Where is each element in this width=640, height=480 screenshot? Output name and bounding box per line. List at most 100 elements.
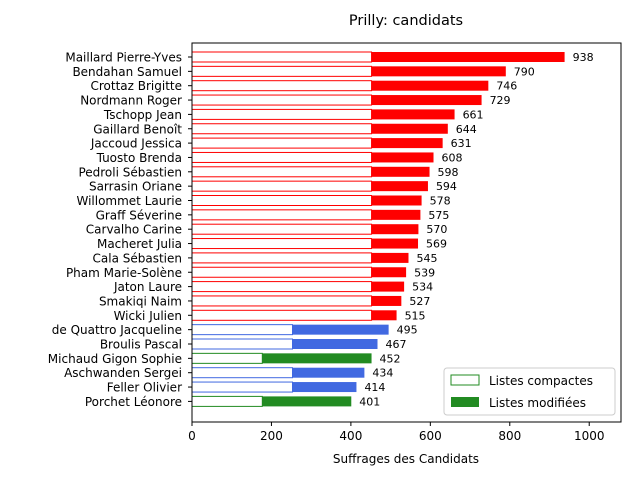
legend-swatch-modified [451, 397, 479, 407]
candidate-name-label: Pham Marie-Solène [66, 266, 182, 280]
bar-compact [191, 266, 373, 278]
bar-compact [191, 252, 373, 264]
candidate-name-label: Feller Olivier [107, 381, 182, 395]
bar-compact [191, 395, 263, 407]
candidate-name-label: Smakiqi Naim [99, 294, 182, 308]
x-axis-label: Suffrages des Candidats [333, 452, 479, 466]
total-value-label: 594 [436, 180, 457, 193]
bar-compact [191, 295, 373, 307]
total-value-label: 434 [372, 367, 393, 380]
bar-modified [371, 281, 405, 292]
x-axis: 0 200 400 600 800 1000 [188, 422, 604, 443]
bar-compact [191, 51, 373, 63]
bar-compact [191, 223, 373, 235]
bar-compact [191, 381, 293, 393]
bar-modified [371, 310, 397, 321]
total-value-label: 495 [397, 324, 418, 337]
total-value-label: 539 [414, 266, 435, 279]
candidate-name-label: Cala Sébastien [93, 251, 182, 265]
bar-modified [292, 339, 378, 349]
candidate-name-label: Jaccoud Jessica [90, 137, 182, 151]
bar-modified [371, 295, 402, 306]
bar-compact [191, 195, 373, 206]
candidate-name-label: Pedroli Sébastien [78, 165, 182, 179]
bar-compact [191, 281, 373, 293]
bar-modified [371, 252, 409, 263]
total-value-label: 790 [514, 65, 535, 78]
total-value-label: 534 [412, 281, 433, 294]
bar-compact [191, 166, 373, 178]
candidate-name-label: Gaillard Benoît [93, 122, 182, 136]
legend-label-modified: Listes modifiées [489, 396, 586, 410]
total-value-label: 631 [451, 137, 472, 150]
candidate-name-label: Jaton Laure [113, 280, 182, 294]
bar-compact [191, 108, 373, 120]
bar-compact [191, 80, 373, 92]
bar-modified [371, 80, 489, 91]
total-value-label: 515 [405, 309, 426, 322]
candidate-name-label: Nordmann Roger [80, 94, 182, 108]
candidate-name-label: de Quattro Jacqueline [52, 323, 182, 337]
bar-compact [191, 324, 293, 336]
total-value-label: 401 [359, 395, 380, 408]
x-tick-label: 400 [339, 429, 362, 443]
bar-modified [371, 195, 422, 206]
candidate-name-label: Sarrasin Oriane [89, 180, 182, 194]
candidate-name-label: Crottaz Brigitte [90, 79, 182, 93]
candidate-name-label: Tschopp Jean [103, 108, 182, 122]
bar-modified [371, 123, 448, 134]
bar-modified [371, 95, 482, 106]
total-value-label: 452 [380, 352, 401, 365]
bar-compact [191, 309, 373, 321]
total-value-label: 598 [438, 166, 459, 179]
total-value-label: 729 [490, 94, 511, 107]
x-tick-label: 0 [188, 429, 196, 443]
candidate-name-label: Wicki Julien [114, 309, 182, 323]
bar-modified [262, 353, 372, 364]
total-value-label: 644 [456, 123, 477, 136]
bar-modified [371, 66, 506, 77]
legend-swatch-compact [450, 374, 480, 386]
candidate-name-label: Aschwanden Sergei [64, 366, 182, 380]
bar-compact [191, 367, 293, 379]
total-value-label: 578 [430, 195, 451, 208]
chart-title: Prilly: candidats [349, 13, 463, 29]
legend-label-compact: Listes compactes [489, 374, 593, 388]
bar-compact [191, 180, 373, 192]
total-value-label: 545 [416, 252, 437, 265]
total-value-label: 414 [364, 381, 385, 394]
total-value-label: 527 [409, 295, 430, 308]
bar-modified [371, 181, 428, 192]
total-value-label: 569 [426, 238, 447, 251]
bar-modified [262, 396, 352, 407]
legend: Listes compactes Listes modifiées [443, 367, 616, 416]
candidate-name-label: Macheret Julia [97, 237, 182, 251]
bar-modified [371, 238, 419, 249]
bar-modified [371, 224, 419, 235]
total-value-label: 467 [386, 338, 407, 351]
bar-compact [191, 338, 293, 350]
candidate-name-label: Willommet Laurie [76, 194, 182, 208]
candidate-name-label: Bendahan Samuel [72, 65, 182, 79]
bar-modified [371, 166, 430, 177]
candidate-name-label: Porchet Léonore [85, 395, 182, 409]
bar-modified [292, 367, 365, 378]
bar-compact [191, 209, 373, 221]
bar-modified [292, 382, 357, 393]
bar-compact [191, 94, 373, 106]
x-tick-label: 600 [419, 429, 442, 443]
total-value-label: 938 [573, 51, 594, 64]
bar-modified [371, 138, 443, 149]
total-value-label: 575 [428, 209, 449, 222]
bar-modified [371, 267, 407, 278]
total-value-label: 570 [426, 223, 447, 236]
candidate-name-label: Broulis Pascal [100, 338, 182, 352]
bar-compact [191, 151, 373, 163]
bar-modified [371, 152, 434, 163]
bar-compact [191, 352, 263, 364]
bar-compact [191, 65, 373, 77]
candidate-name-label: Carvalho Carine [86, 223, 182, 237]
